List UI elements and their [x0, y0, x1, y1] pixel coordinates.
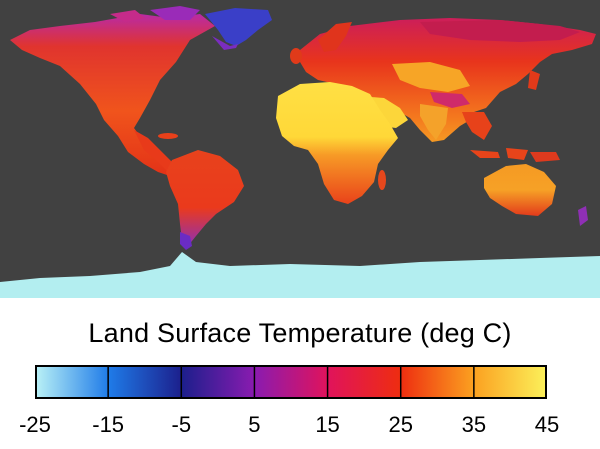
colorbar-tick-label: 25 — [388, 412, 413, 437]
japan — [528, 70, 540, 90]
legend-title: Land Surface Temperature (deg C) — [88, 318, 512, 348]
colorbar — [35, 365, 547, 399]
arctic-islands — [150, 6, 200, 20]
caribbean-island — [158, 133, 178, 139]
southeast-asia — [462, 112, 492, 140]
africa — [276, 82, 398, 204]
colorbar-graphic — [35, 365, 547, 399]
colorbar-tick-label: -15 — [92, 412, 125, 437]
colorbar-tick-label: -25 — [19, 412, 51, 437]
temperature-map — [0, 0, 600, 298]
new-zealand — [578, 206, 588, 226]
colorbar-tick-label: 35 — [461, 412, 487, 437]
india — [420, 104, 448, 140]
central-asia — [392, 62, 470, 92]
greenland-edge — [212, 36, 238, 50]
patagonia — [180, 232, 192, 250]
colorbar-fill — [35, 365, 547, 399]
indonesia — [506, 148, 528, 160]
scandinavia — [318, 22, 352, 52]
arctic-islands — [110, 10, 145, 22]
british-isles — [290, 48, 302, 64]
world-map-image — [0, 0, 600, 298]
north-america — [10, 14, 215, 176]
madagascar — [378, 170, 386, 190]
colorbar-tick-label: -5 — [171, 412, 192, 437]
colorbar-tick-label: 45 — [534, 412, 560, 437]
south-america — [166, 150, 244, 246]
colorbar-tick-label: 15 — [315, 412, 340, 437]
tibet — [430, 92, 470, 108]
greenland — [205, 8, 272, 46]
antarctica — [0, 252, 600, 298]
new-guinea — [530, 152, 560, 162]
siberia — [420, 20, 580, 42]
central-america — [134, 130, 176, 174]
colorbar-tick-label: 5 — [248, 412, 261, 437]
indonesia — [470, 150, 500, 158]
australia — [484, 164, 556, 216]
